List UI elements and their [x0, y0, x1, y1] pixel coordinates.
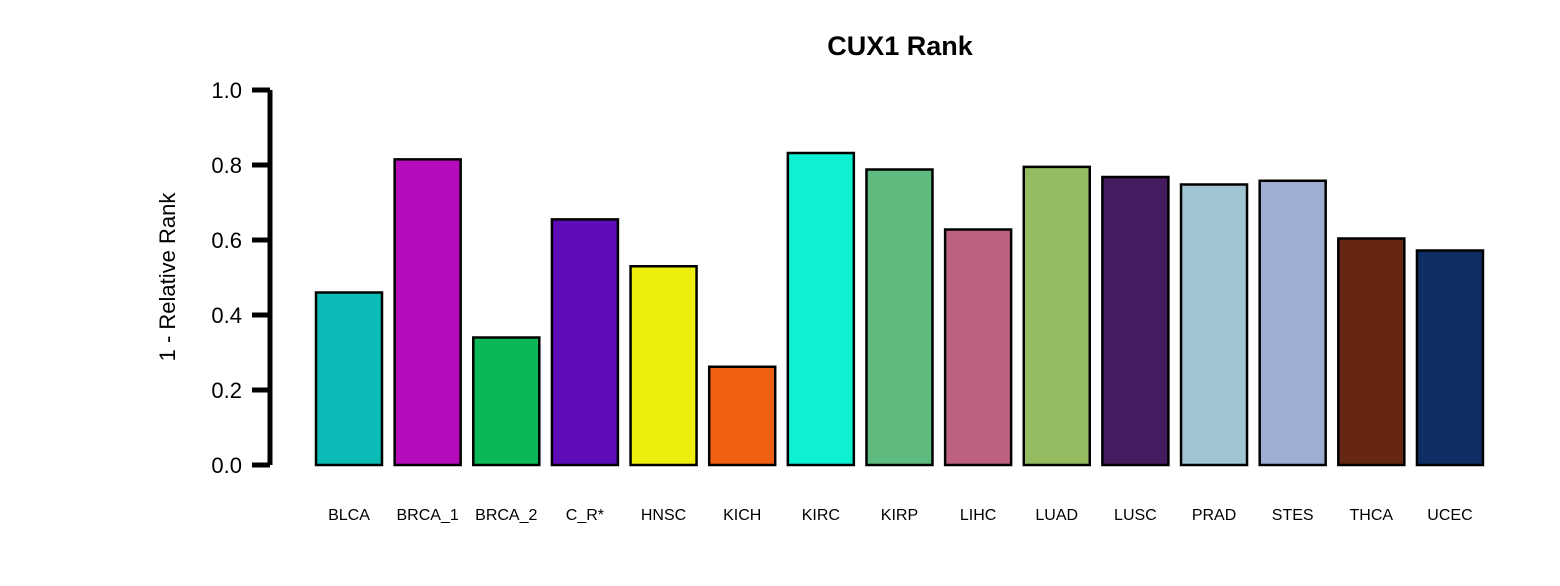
y-tick-label: 0.6 — [211, 228, 242, 253]
bar-stes — [1258, 179, 1327, 467]
bar-thca — [1337, 237, 1406, 467]
y-tick-label: 0.4 — [211, 303, 242, 328]
x-tick-label: KIRC — [802, 507, 840, 524]
bar-kich — [707, 365, 777, 467]
x-tick-label: LUSC — [1114, 507, 1157, 524]
bar-kirp — [865, 168, 934, 467]
bar-brca-1 — [393, 158, 462, 467]
x-tick-label: BRCA_1 — [397, 507, 459, 524]
bar-brca-2 — [472, 336, 541, 467]
bars — [314, 151, 1485, 467]
bar-lihc — [943, 228, 1013, 467]
x-tick-label: C_R* — [566, 507, 604, 524]
x-tick-label: KICH — [723, 507, 761, 524]
bar-ucec — [1415, 249, 1485, 467]
x-tick-label: BLCA — [328, 507, 370, 524]
y-tick-label: 1.0 — [211, 78, 242, 103]
bar-kirc — [786, 151, 856, 467]
bar-prad — [1179, 183, 1249, 467]
bar-lusc — [1101, 175, 1170, 467]
chart-title: CUX1 Rank — [827, 31, 974, 61]
x-tick-labels: BLCA BRCA_1 BRCA_2 C_R* HNSC KICH KIRC KIRP LIHC… — [328, 507, 1473, 524]
x-tick-label: BRCA_2 — [475, 507, 537, 524]
y-tick-label: 0.8 — [211, 153, 242, 178]
y-ticks: 0.0 0.2 0.4 0.6 0.8 1.0 — [211, 78, 270, 478]
x-tick-label: UCEC — [1427, 507, 1472, 524]
x-tick-label: KIRP — [881, 507, 918, 524]
bar-blca — [314, 291, 384, 467]
x-tick-label: LUAD — [1035, 507, 1078, 524]
y-axis-label: 1 - Relative Rank — [155, 192, 180, 362]
x-tick-label: HNSC — [641, 507, 686, 524]
x-tick-label: STES — [1272, 507, 1314, 524]
y-tick-label: 0.2 — [211, 378, 242, 403]
x-tick-label: THCA — [1350, 507, 1394, 524]
x-tick-label: PRAD — [1192, 507, 1236, 524]
bar-luad — [1022, 165, 1092, 467]
bar-hnsc — [629, 265, 698, 467]
x-tick-label: LIHC — [960, 507, 996, 524]
bar-c-r — [550, 218, 620, 467]
y-tick-label: 0.0 — [211, 453, 242, 478]
